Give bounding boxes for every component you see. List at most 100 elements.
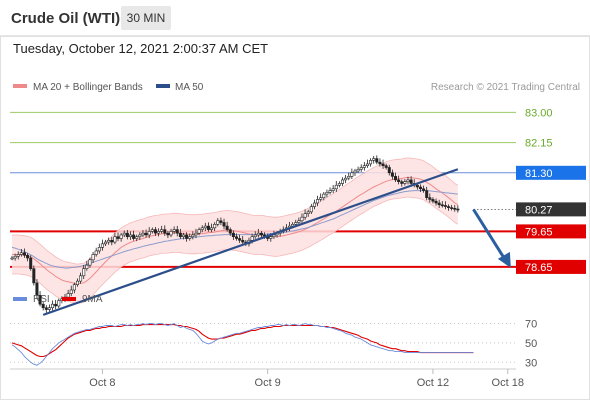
candle-body xyxy=(425,190,429,198)
x-tick-label: Oct 18 xyxy=(492,377,524,389)
candle-body xyxy=(328,190,332,193)
candle-body xyxy=(172,229,176,232)
projection-arrow-shaft xyxy=(472,208,508,262)
candle-body xyxy=(312,202,316,207)
rsi-9ma-line xyxy=(11,324,474,358)
candle-body xyxy=(381,163,385,167)
candle-body xyxy=(138,234,142,238)
ma50-line xyxy=(11,190,458,269)
candle-body xyxy=(75,280,79,285)
candle-body xyxy=(294,222,298,225)
candle-body xyxy=(259,232,263,236)
candle-body xyxy=(132,234,136,239)
candle-body xyxy=(440,204,444,207)
candle-body xyxy=(97,247,101,252)
candle-body xyxy=(400,181,404,184)
candle-body xyxy=(241,239,245,243)
candle-body xyxy=(344,177,348,181)
candle-body xyxy=(213,223,217,229)
candle-body xyxy=(91,254,95,261)
candle-body xyxy=(334,184,338,190)
x-tick-label: Oct 8 xyxy=(89,377,115,389)
candle-body xyxy=(453,208,457,210)
x-tick-label: Oct 9 xyxy=(255,377,281,389)
candle-body xyxy=(79,275,83,282)
candle-body xyxy=(253,234,257,238)
candle-body xyxy=(122,232,126,236)
rsi-tick-label: 70 xyxy=(525,319,537,331)
candle-body xyxy=(447,206,451,208)
candle-body xyxy=(200,227,204,230)
candle-body xyxy=(32,268,36,284)
candle-body xyxy=(188,236,192,239)
candle-body xyxy=(206,225,210,230)
level-tag-81.30: 81.30 xyxy=(525,168,553,180)
chart-datetime: Tuesday, October 12, 2021 2:00:37 AM CET xyxy=(13,41,269,56)
candle-body xyxy=(331,188,335,191)
candle-body xyxy=(309,206,313,213)
candle-body xyxy=(238,238,242,241)
candle-body xyxy=(197,229,201,234)
candle-body xyxy=(316,199,320,204)
candle-body xyxy=(38,295,42,305)
candle-body xyxy=(185,234,189,239)
bollinger-upper xyxy=(12,157,459,265)
trendline xyxy=(42,168,459,316)
candle-body xyxy=(350,172,354,177)
candle-body xyxy=(375,158,379,163)
candle-body xyxy=(450,207,454,209)
legend-ma20-label: MA 20 + Bollinger Bands xyxy=(33,82,143,93)
candle-body xyxy=(291,223,295,227)
level-tag-bg xyxy=(516,224,586,239)
candle-body xyxy=(160,229,164,232)
candle-body xyxy=(216,220,220,225)
timeframe-badge[interactable]: 30 MIN xyxy=(121,6,171,30)
level-tag-bg xyxy=(516,259,586,274)
instrument-title: Crude Oil (WTI) xyxy=(11,10,121,27)
candle-body xyxy=(406,179,410,182)
candle-body xyxy=(107,239,111,243)
level-tag-80.27: 80.27 xyxy=(525,204,553,216)
candle-body xyxy=(57,300,61,307)
candle-body xyxy=(431,199,435,202)
candle-body xyxy=(353,170,357,174)
candle-body xyxy=(110,239,114,243)
legend-ma50-label: MA 50 xyxy=(175,82,204,93)
candle-body xyxy=(175,229,179,234)
candle-body xyxy=(47,307,51,310)
candle-body xyxy=(409,179,413,184)
candle-body xyxy=(150,229,154,232)
candle-body xyxy=(72,284,76,291)
candle-body xyxy=(387,167,391,174)
level-tag-83.00: 83.00 xyxy=(525,107,553,119)
candle-body xyxy=(116,236,120,239)
candle-body xyxy=(125,232,129,238)
rsi-tick-label: 30 xyxy=(525,357,537,369)
legend-ma20-swatch xyxy=(13,84,27,88)
candle-body xyxy=(153,229,157,234)
candle-body xyxy=(113,236,117,243)
candle-body xyxy=(456,208,460,211)
title-bar: Crude Oil (WTI) 30 MIN xyxy=(0,0,590,36)
ma20-line xyxy=(12,176,459,285)
candle-body xyxy=(319,197,323,200)
candle-body xyxy=(210,227,214,230)
candle-body xyxy=(225,225,229,230)
candle-body xyxy=(104,241,108,245)
candle-body xyxy=(219,220,223,223)
candle-body xyxy=(356,168,360,172)
candle-body xyxy=(322,193,326,198)
candle-body xyxy=(250,236,254,241)
candle-body xyxy=(234,236,238,239)
candle-body xyxy=(191,234,195,238)
candle-body xyxy=(88,259,92,266)
legend-9ma-swatch xyxy=(62,297,76,301)
legend-rsi-label: RSI xyxy=(33,294,50,305)
candle-body xyxy=(41,303,45,309)
candle-body xyxy=(415,184,419,188)
price-plot xyxy=(10,111,516,316)
candle-body xyxy=(85,264,89,269)
candle-body xyxy=(303,213,307,218)
candle-body xyxy=(337,183,341,186)
